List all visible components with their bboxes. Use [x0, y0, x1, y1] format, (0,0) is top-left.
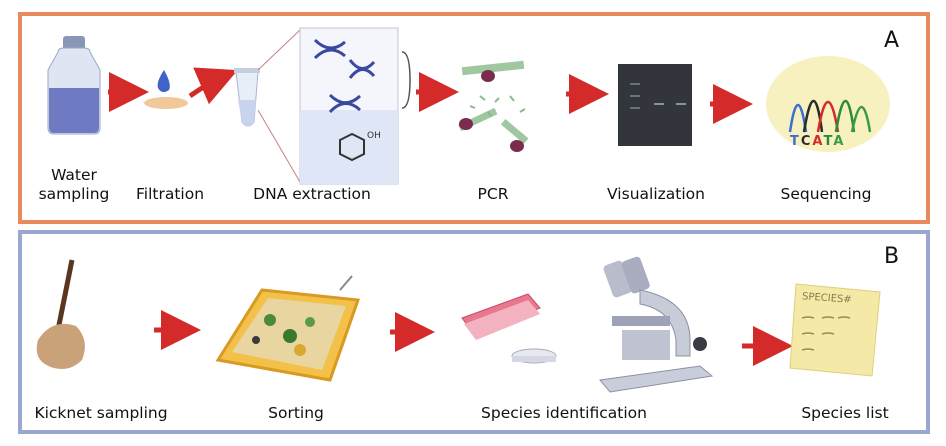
step-water-sampling-line1: Water: [51, 166, 97, 184]
base-letter: T: [790, 134, 801, 149]
step-water-sampling-line2: sampling: [38, 185, 110, 203]
kicknet-icon: [36, 259, 85, 369]
species-list-icon: [789, 283, 881, 377]
microscope-icon: [599, 256, 714, 393]
base-letter: T: [823, 134, 834, 149]
water-bottle-icon: [47, 36, 101, 135]
step-dna-extraction: DNA extraction: [253, 185, 371, 203]
step-filtration: Filtration: [135, 185, 205, 203]
base-letter: A: [812, 134, 824, 149]
tube-icon: [234, 68, 260, 127]
svg-text:OH: OH: [367, 131, 381, 141]
sequence-letters: TCATA: [790, 134, 845, 149]
step-visualization: Visualization: [607, 185, 705, 203]
step-sorting: Sorting: [268, 404, 324, 422]
step-pcr: PCR: [477, 185, 509, 203]
panel-a-letter: A: [884, 28, 900, 53]
step-species-identification: Species identification: [481, 404, 647, 422]
chromatogram-icon: [766, 56, 890, 152]
dna-extraction-icon: OH: [299, 27, 399, 185]
panel-b-letter: B: [884, 244, 900, 269]
panel-b-frame: [18, 230, 930, 434]
arrow-icon: [188, 67, 238, 105]
base-letter: C: [800, 134, 813, 149]
step-sequencing: Sequencing: [780, 185, 872, 203]
step-water-sampling: Water sampling: [39, 166, 110, 204]
gel-icon: [618, 64, 692, 146]
panel-a-frame: [18, 12, 930, 224]
petri-dish-icon: [511, 348, 557, 364]
base-letter: A: [833, 134, 846, 149]
step-species-list: Species list: [801, 404, 889, 422]
step-kicknet-sampling: Kicknet sampling: [34, 404, 168, 422]
pcr-icon: [458, 60, 529, 152]
field-guide-icon: [461, 293, 541, 340]
filter-drop-icon: [144, 70, 188, 109]
sorting-tray-icon: [215, 275, 361, 382]
